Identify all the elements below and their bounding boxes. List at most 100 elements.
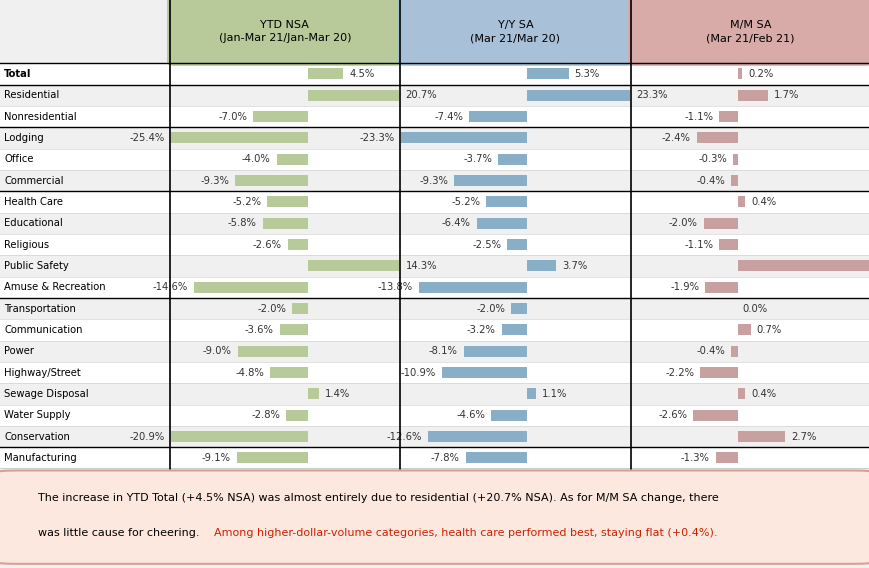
Bar	[454, 175, 527, 186]
Bar	[308, 260, 399, 272]
Text: Manufacturing: Manufacturing	[4, 453, 77, 463]
Bar	[468, 111, 527, 122]
Text: -2.0%: -2.0%	[257, 304, 286, 314]
Bar	[0, 85, 869, 106]
Bar	[527, 90, 629, 101]
Bar	[280, 324, 308, 336]
Bar	[170, 132, 308, 144]
Text: Transportation: Transportation	[4, 304, 76, 314]
Bar	[0, 191, 869, 212]
Text: -2.4%: -2.4%	[661, 133, 690, 143]
Text: -4.6%: -4.6%	[455, 410, 484, 420]
Text: -1.1%: -1.1%	[683, 111, 713, 122]
FancyBboxPatch shape	[627, 0, 869, 66]
Text: -5.2%: -5.2%	[232, 197, 261, 207]
Bar	[527, 68, 567, 80]
Bar	[700, 367, 738, 378]
Text: M/M SA
(Mar 21/Feb 21): M/M SA (Mar 21/Feb 21)	[706, 20, 793, 43]
Text: -13.8%: -13.8%	[377, 282, 413, 293]
Text: -7.8%: -7.8%	[430, 453, 460, 463]
Text: -5.8%: -5.8%	[228, 218, 256, 228]
Bar	[0, 447, 869, 469]
Bar	[441, 367, 527, 378]
Bar	[267, 197, 308, 207]
Bar	[0, 298, 869, 319]
Text: 5.3%: 5.3%	[574, 69, 599, 79]
Bar	[262, 218, 308, 229]
Bar	[194, 282, 308, 293]
Bar	[0, 149, 869, 170]
Bar	[253, 111, 308, 122]
Text: 20.7%: 20.7%	[405, 90, 436, 101]
Text: -9.3%: -9.3%	[419, 176, 448, 186]
Bar	[511, 303, 527, 314]
Text: 1.1%: 1.1%	[541, 389, 567, 399]
Bar	[719, 111, 738, 122]
FancyBboxPatch shape	[167, 0, 402, 66]
Text: -2.8%: -2.8%	[251, 410, 280, 420]
Bar	[527, 260, 555, 272]
Text: 1.4%: 1.4%	[325, 389, 350, 399]
Bar	[0, 426, 869, 447]
Text: -12.6%: -12.6%	[387, 432, 421, 441]
Bar	[270, 367, 308, 378]
Text: -2.2%: -2.2%	[664, 367, 693, 378]
Bar	[0, 404, 869, 426]
Text: -2.0%: -2.0%	[476, 304, 505, 314]
Text: -2.0%: -2.0%	[668, 218, 697, 228]
Text: -8.1%: -8.1%	[428, 346, 457, 356]
Text: -5.2%: -5.2%	[451, 197, 480, 207]
Text: Water Supply: Water Supply	[4, 410, 70, 420]
Bar	[308, 389, 319, 399]
Bar	[738, 90, 767, 101]
Bar	[286, 410, 308, 421]
Bar	[0, 319, 869, 341]
Text: -0.4%: -0.4%	[696, 176, 725, 186]
Bar	[0, 212, 869, 234]
Text: 0.0%: 0.0%	[742, 304, 767, 314]
Text: -2.6%: -2.6%	[252, 240, 282, 249]
Bar	[497, 154, 527, 165]
Text: Office: Office	[4, 154, 34, 164]
Text: -14.6%: -14.6%	[152, 282, 188, 293]
Text: -23.3%: -23.3%	[360, 133, 395, 143]
Text: Amuse & Recreation: Amuse & Recreation	[4, 282, 106, 293]
Text: Conservation: Conservation	[4, 432, 70, 441]
Text: -20.9%: -20.9%	[129, 432, 164, 441]
Bar	[703, 218, 738, 229]
Text: YTD NSA
(Jan-Mar 21/Jan-Mar 20): YTD NSA (Jan-Mar 21/Jan-Mar 20)	[218, 20, 351, 43]
Text: -25.4%: -25.4%	[129, 133, 164, 143]
Text: 3.7%: 3.7%	[561, 261, 587, 271]
Text: was little cause for cheering.: was little cause for cheering.	[38, 528, 203, 538]
Text: 2.7%: 2.7%	[791, 432, 816, 441]
Bar	[0, 255, 869, 277]
Bar	[0, 127, 869, 149]
Text: -9.1%: -9.1%	[202, 453, 230, 463]
Text: -3.6%: -3.6%	[244, 325, 274, 335]
Bar	[486, 197, 527, 207]
Text: -2.5%: -2.5%	[472, 240, 501, 249]
Bar	[0, 234, 869, 255]
Bar	[428, 431, 527, 442]
Bar	[490, 410, 527, 421]
Text: -0.4%: -0.4%	[696, 346, 725, 356]
Bar	[527, 389, 535, 399]
Text: 14.3%: 14.3%	[405, 261, 436, 271]
Bar	[0, 362, 869, 383]
Text: -4.0%: -4.0%	[242, 154, 270, 164]
Text: Health Care: Health Care	[4, 197, 63, 207]
Bar	[693, 410, 738, 421]
Text: Nonresidential: Nonresidential	[4, 111, 76, 122]
Bar	[276, 154, 308, 165]
Text: 4.5%: 4.5%	[349, 69, 375, 79]
Text: -7.4%: -7.4%	[434, 111, 462, 122]
Bar	[501, 324, 527, 336]
Text: -3.2%: -3.2%	[467, 325, 495, 335]
Text: Lodging: Lodging	[4, 133, 44, 143]
Bar	[0, 383, 869, 404]
Text: Power: Power	[4, 346, 34, 356]
Bar	[476, 218, 527, 229]
Bar	[236, 452, 308, 463]
Bar	[237, 346, 308, 357]
Text: 0.2%: 0.2%	[747, 69, 773, 79]
